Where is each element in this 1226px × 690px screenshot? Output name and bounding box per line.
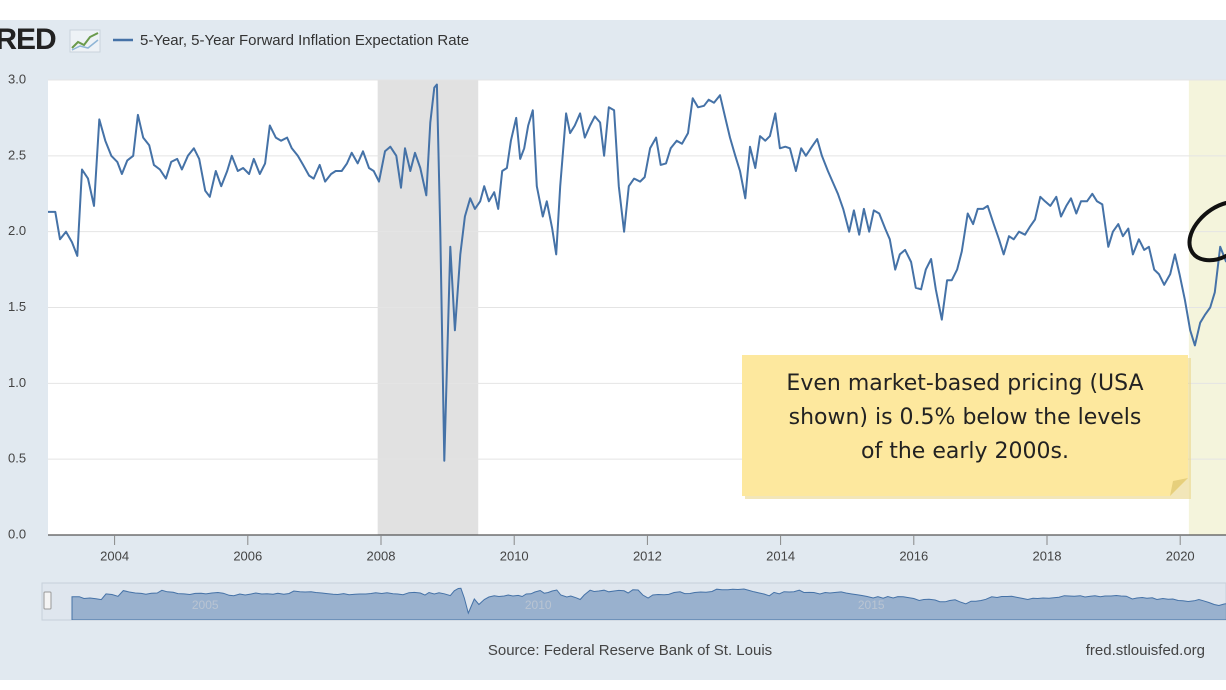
x-tick-label: 2006 [233,548,262,563]
y-tick-label: 0.5 [8,451,26,466]
y-tick-label: 0.0 [8,526,26,541]
x-tick-label: 2004 [100,548,129,563]
navigator-tick-label: 2010 [525,598,552,612]
x-tick-label: 2010 [500,548,529,563]
navigator-area [71,587,1226,620]
y-tick-label: 1.5 [8,299,26,314]
navigator-track [41,582,1226,621]
x-tick-label: 2008 [367,548,396,563]
hand-drawn-circle [1187,201,1226,263]
legend-label: 5-Year, 5-Year Forward Inflation Expecta… [140,32,469,49]
x-tick-label: 2014 [766,548,795,563]
source: Source: Federal Reserve Bank of St. Loui… [488,642,772,659]
navigator-plot: 2005 2010 2015 [71,587,1226,620]
y-tick-label: 2.5 [8,147,26,162]
annotation-line: of the early 2000s. [861,439,1069,464]
note-paper [742,355,1188,496]
x-tick-label: 2020 [1166,548,1195,563]
navigator-handle [43,591,52,610]
x-tick-label: 2018 [1033,548,1062,563]
logo-icon [69,29,101,53]
axis-layer: 0.0 0.5 1.0 1.5 2.0 2.5 3.0 2004 2006 2008 2010 201… [8,71,1195,563]
navigator-tick-label: 2005 [192,598,219,612]
annotation-line: Even market-based pricing (USA [786,371,1143,396]
series-line [48,83,1226,462]
note-fold [1170,478,1188,496]
site-url: fred.stlouisfed.org [1086,642,1205,659]
x-tick-label: 2016 [899,548,928,563]
annotation-note [742,355,1191,499]
annotation-line: shown) is 0.5% below the levels [789,405,1142,430]
y-tick-label: 2.0 [8,223,26,238]
y-tick-label: 3.0 [8,71,26,86]
logo: FRED [0,23,56,56]
y-tick-label: 1.0 [8,375,26,390]
series-layer [48,83,1226,462]
navigator: 2005 2010 2015 [41,582,1226,621]
x-tick-label: 2012 [633,548,662,563]
navigator-tick-label: 2015 [858,598,885,612]
